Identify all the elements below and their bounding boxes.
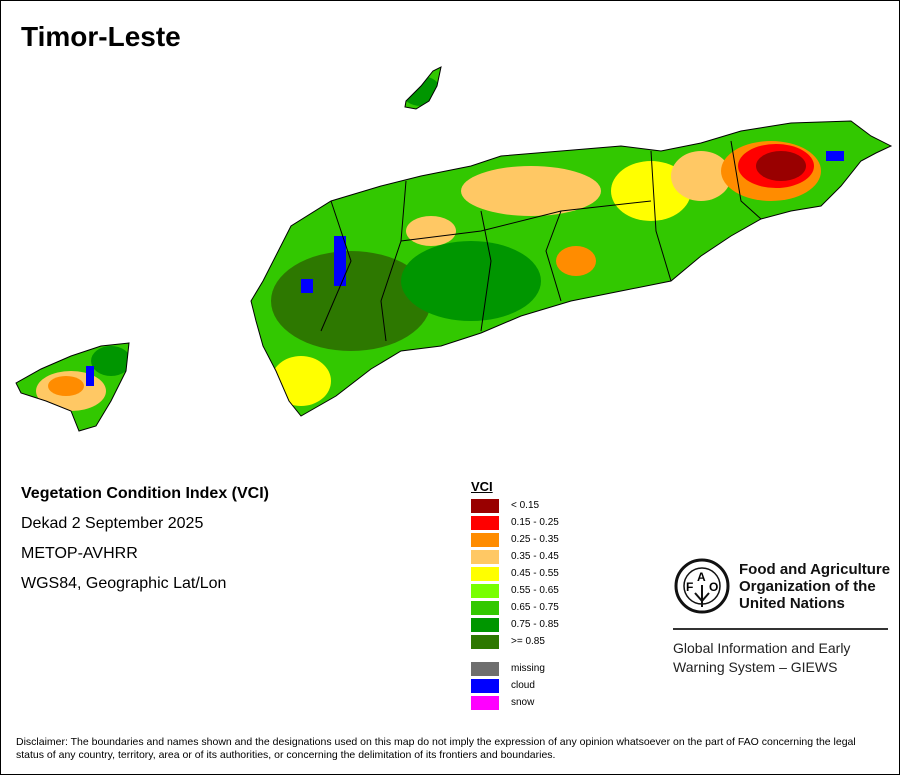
vci-raster — [16, 67, 891, 431]
vci-legend: VCI < 0.15 0.15 - 0.25 0.25 - 0.35 0.35 - 0… — [471, 479, 559, 711]
legend-item: 0.35 - 0.45 — [471, 548, 559, 565]
legend-item: missing — [471, 660, 559, 677]
svg-text:O: O — [709, 580, 718, 594]
legend-label: 0.75 - 0.85 — [511, 619, 559, 630]
legend-title: VCI — [471, 479, 493, 494]
legend-swatch — [471, 634, 499, 649]
map-title: Timor-Leste — [21, 21, 181, 52]
legend-swatch — [471, 566, 499, 581]
legend-item: 0.65 - 0.75 — [471, 599, 559, 616]
legend-label: 0.55 - 0.65 — [511, 585, 559, 596]
legend-label: 0.65 - 0.75 — [511, 602, 559, 613]
vci-map — [15, 66, 893, 432]
svg-text:A: A — [697, 570, 706, 584]
legend-label: 0.45 - 0.55 — [511, 568, 559, 579]
legend-item: 0.25 - 0.35 — [471, 531, 559, 548]
legend-swatch — [471, 617, 499, 632]
legend-item: snow — [471, 694, 559, 711]
legend-swatch — [471, 549, 499, 564]
legend-item: < 0.15 — [471, 497, 559, 514]
fao-logo: F A O Food and Agriculture Organization … — [673, 557, 890, 620]
legend-item: 0.55 - 0.65 — [471, 582, 559, 599]
legend-swatch — [471, 695, 499, 710]
legend-label: 0.35 - 0.45 — [511, 551, 559, 562]
legend-swatch — [471, 532, 499, 547]
legend-label: >= 0.85 — [511, 636, 545, 647]
fao-name: Food and Agriculture Organization of the… — [739, 561, 891, 612]
legend-swatch — [471, 515, 499, 530]
legend-item: >= 0.85 — [471, 633, 559, 650]
legend-label: missing — [511, 663, 545, 674]
legend-swatch — [471, 600, 499, 615]
legend-label: 0.15 - 0.25 — [511, 517, 559, 528]
legend-label: < 0.15 — [511, 500, 540, 511]
index-name: Vegetation Condition Index (VCI) — [21, 485, 269, 502]
svg-text:F: F — [686, 580, 693, 594]
legend-item: 0.75 - 0.85 — [471, 616, 559, 633]
legend-label: cloud — [511, 680, 535, 691]
divider — [673, 628, 888, 630]
legend-item: cloud — [471, 677, 559, 694]
period: Dekad 2 September 2025 — [21, 515, 204, 532]
legend-swatch — [471, 498, 499, 513]
legend-label: 0.25 - 0.35 — [511, 534, 559, 545]
legend-swatch — [471, 583, 499, 598]
boundaries — [15, 66, 893, 432]
legend-item: 0.45 - 0.55 — [471, 565, 559, 582]
giews-name: Global Information and Early Warning Sys… — [673, 640, 851, 675]
legend-label: snow — [511, 697, 535, 708]
fao-emblem-icon: F A O — [674, 558, 730, 614]
sensor: METOP-AVHRR — [21, 545, 138, 562]
legend-swatch — [471, 661, 499, 676]
projection: WGS84, Geographic Lat/Lon — [21, 575, 227, 592]
disclaimer: Disclaimer: The boundaries and names sho… — [16, 736, 856, 761]
legend-item: 0.15 - 0.25 — [471, 514, 559, 531]
legend-swatch — [471, 678, 499, 693]
